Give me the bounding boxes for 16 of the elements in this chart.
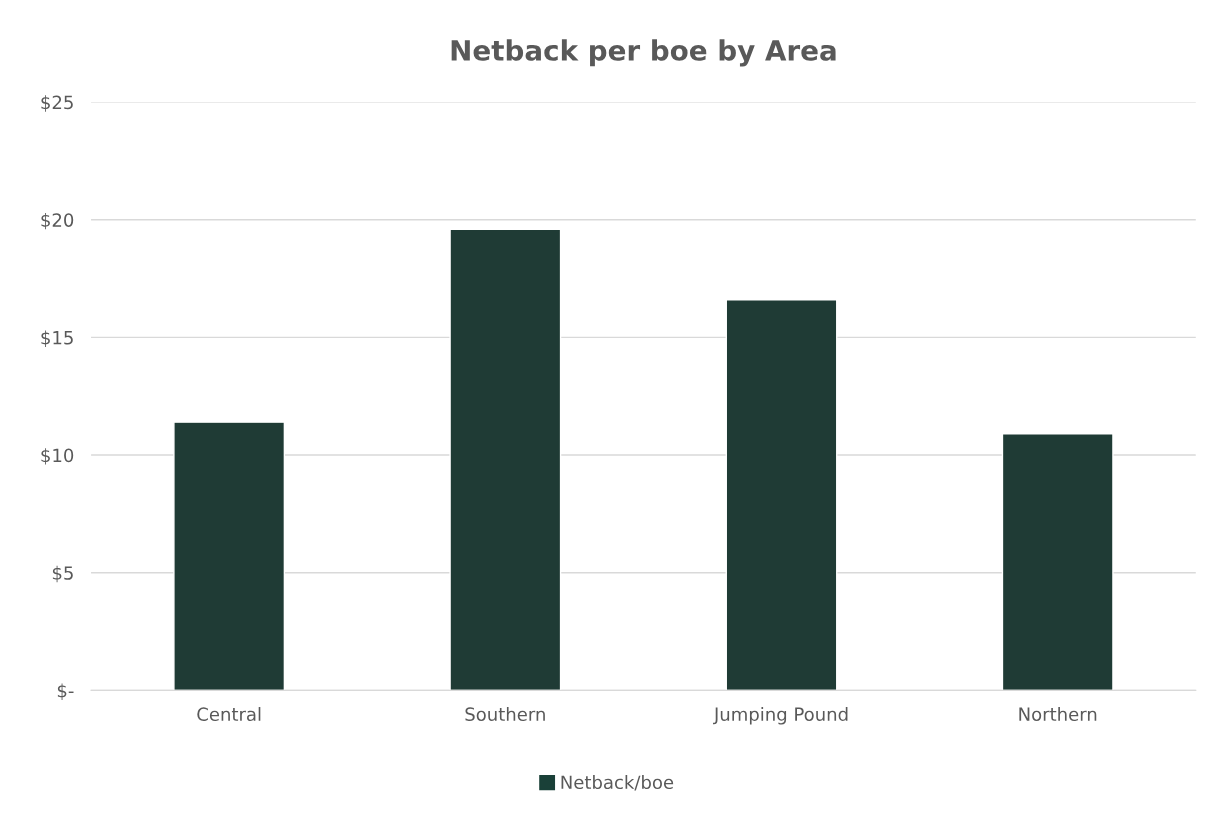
bar — [173, 421, 286, 691]
bar — [725, 299, 838, 691]
y-tick-label: $- — [57, 683, 74, 700]
y-tick-label: $5 — [52, 565, 73, 583]
x-tick-label: Central — [197, 707, 261, 722]
x-tick-label: Northern — [1019, 707, 1097, 722]
y-tick-label: $25 — [41, 95, 73, 112]
y-tick-label: $20 — [41, 212, 74, 230]
y-tick-label: $15 — [41, 330, 73, 347]
chart-title: Netback per boe by Area — [451, 39, 836, 67]
x-tick-label: Southern — [465, 707, 545, 722]
y-tick-label: $10 — [41, 448, 74, 465]
bar — [449, 228, 562, 691]
legend-label: Netback/boe — [561, 775, 674, 791]
bar — [1001, 433, 1114, 691]
x-tick-label: Jumping Pound — [713, 707, 848, 725]
